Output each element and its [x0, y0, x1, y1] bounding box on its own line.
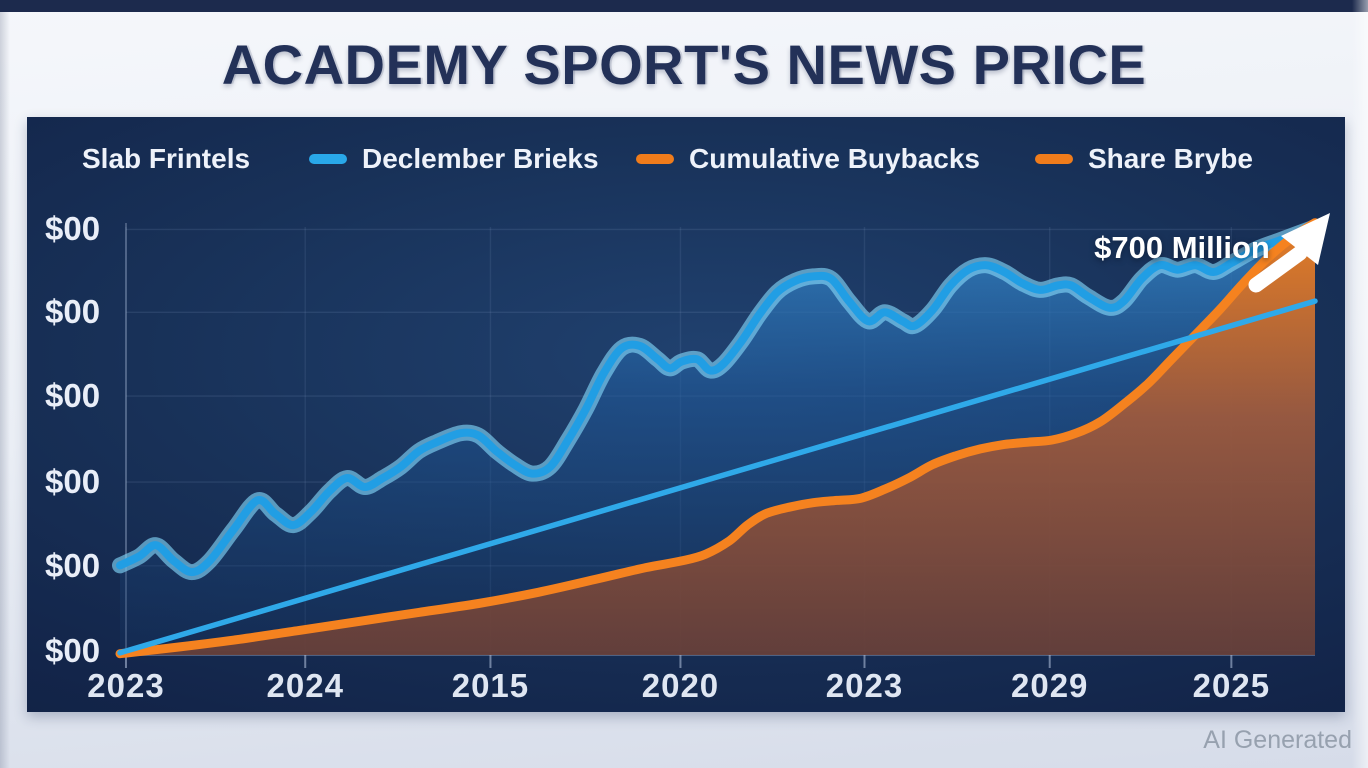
y-axis-label: $00 — [45, 210, 101, 248]
page-title: ACADEMY SPORT'S NEWS PRICE — [221, 33, 1147, 96]
legend-item-cumulative-buybacks: Cumulative Buybacks — [636, 143, 980, 175]
header: ACADEMY SPORT'S NEWS PRICE — [0, 12, 1368, 117]
chart-panel: Slab Frintels Declember Brieks Cumulativ… — [27, 117, 1345, 712]
y-axis-label: $00 — [45, 463, 101, 501]
legend-swatch-declember-brieks-icon — [309, 154, 347, 164]
legend-item-declember-brieks: Declember Brieks — [309, 143, 599, 175]
y-axis-label: $00 — [45, 377, 101, 415]
annotation-700-million: $700 Million — [1094, 230, 1270, 265]
legend-item-label: Slab Frintels — [82, 143, 251, 174]
legend-item-label: Share Brybe — [1088, 143, 1253, 174]
legend-item-label: Cumulative Buybacks — [689, 143, 980, 174]
legend-swatch-cumulative-buybacks-icon — [636, 154, 674, 164]
y-axis-label: $00 — [45, 293, 101, 331]
y-axis-label: $00 — [45, 631, 101, 669]
legend-item-slab-frintels: Slab Frintels — [82, 143, 250, 175]
ai-generated-watermark: AI Generated — [1203, 726, 1352, 754]
legend-item-label: Declember Brieks — [362, 143, 599, 174]
chart-legend: Slab Frintels Declember Brieks Cumulativ… — [27, 139, 1345, 179]
legend-swatch-share-brybe-icon — [1035, 154, 1073, 164]
y-axis-label: $00 — [45, 546, 101, 584]
plot-svg — [112, 218, 1323, 668]
legend-item-share-brybe: Share Brybe — [1035, 143, 1253, 175]
series-layer — [112, 218, 1323, 659]
top-strip — [0, 0, 1368, 12]
